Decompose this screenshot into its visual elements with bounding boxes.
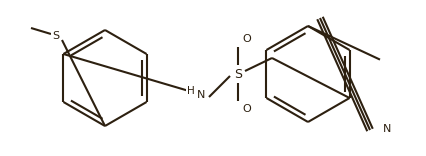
Text: S: S [52, 31, 60, 41]
Text: N: N [383, 124, 391, 134]
Text: S: S [234, 68, 242, 80]
Text: N: N [197, 90, 205, 100]
Text: H: H [187, 86, 195, 96]
Text: O: O [243, 34, 251, 44]
Text: O: O [243, 104, 251, 114]
